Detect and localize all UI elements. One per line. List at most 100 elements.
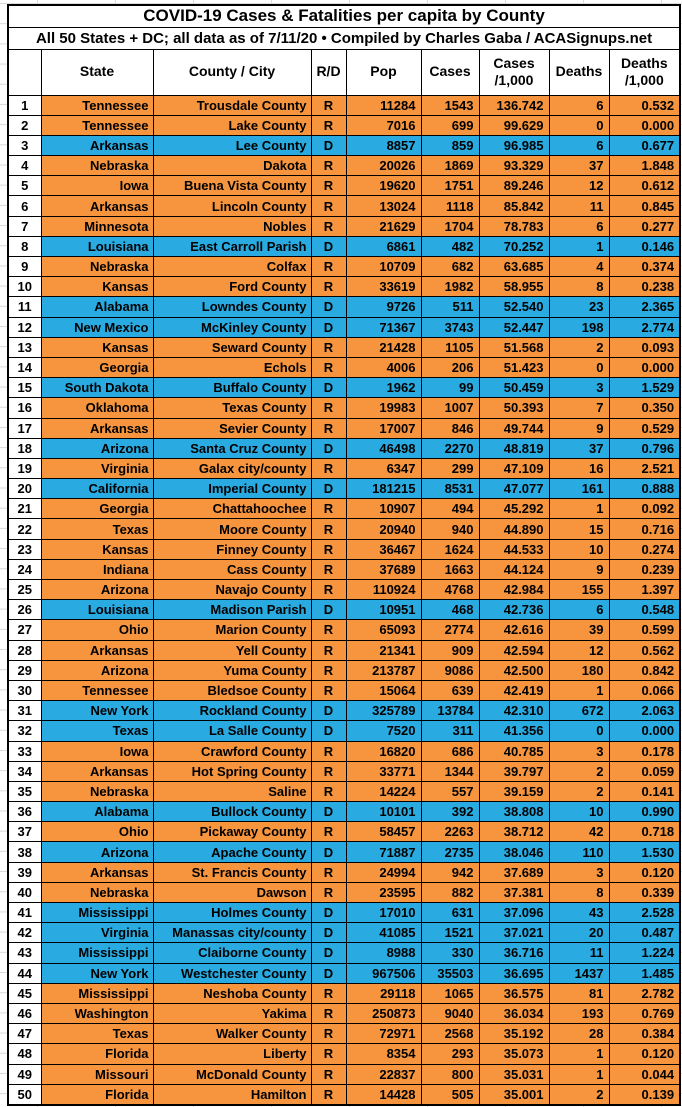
- cases-cell: 557: [420, 780, 480, 803]
- table-row: 41 Mississippi Holmes County D 17010 631…: [7, 901, 681, 924]
- party-cell: D: [310, 235, 347, 258]
- table-row: 46 Washington Yakima R 250873 9040 36.03…: [7, 1002, 681, 1025]
- cases-per-1000-cell: 37.021: [478, 922, 550, 944]
- deaths-cell: 1: [548, 1063, 610, 1085]
- deaths-cell: 39: [548, 619, 610, 641]
- cases-per-1000-cell: 38.712: [478, 821, 550, 843]
- table-row: 40 Nebraska Dawson R 23595 882 37.381 8 …: [7, 881, 681, 904]
- county-cell: Moore County: [152, 518, 312, 540]
- pop-cell: 15064: [345, 679, 422, 702]
- deaths-per-1000-cell: 1.848: [608, 155, 681, 177]
- deaths-per-1000-cell: 0.059: [608, 760, 681, 782]
- table-row: 49 Missouri McDonald County R 22837 800 …: [7, 1063, 681, 1085]
- deaths-per-1000-cell: 0.990: [608, 801, 681, 823]
- county-cell: La Salle County: [152, 720, 312, 742]
- party-cell: D: [310, 922, 347, 944]
- party-cell: R: [310, 760, 347, 782]
- deaths-per-1000-cell: 0.000: [608, 356, 681, 379]
- party-cell: R: [310, 175, 347, 197]
- covid-county-table: COVID-19 Cases & Fatalities per capita b…: [7, 4, 682, 1106]
- county-cell: Santa Cruz County: [152, 437, 312, 459]
- deaths-per-1000-cell: 0.000: [608, 720, 681, 742]
- deaths-cell: 23: [548, 296, 610, 318]
- table-row: 38 Arizona Apache County D 71887 2735 38…: [7, 841, 681, 863]
- party-cell: R: [310, 578, 347, 601]
- table-row: 28 Arkansas Yell County R 21341 909 42.5…: [7, 639, 681, 661]
- pop-cell: 23595: [345, 881, 422, 904]
- table-row: 24 Indiana Cass County R 37689 1663 44.1…: [7, 558, 681, 581]
- table-row: 21 Georgia Chattahoochee R 10907 494 45.…: [7, 498, 681, 520]
- deaths-per-1000-cell: 0.562: [608, 639, 681, 661]
- party-cell: D: [310, 942, 347, 964]
- deaths-per-1000-cell: 0.612: [608, 175, 681, 197]
- party-cell: D: [310, 841, 347, 863]
- table-row: 36 Alabama Bullock County D 10101 392 38…: [7, 801, 681, 823]
- state-cell: Georgia: [40, 498, 154, 520]
- party-cell: D: [310, 720, 347, 742]
- rank-cell: 24: [7, 558, 42, 581]
- pop-cell: 33619: [345, 276, 422, 298]
- table-row: 23 Kansas Finney County R 36467 1624 44.…: [7, 538, 681, 560]
- pop-cell: 16820: [345, 740, 422, 762]
- table-row: 18 Arizona Santa Cruz County D 46498 227…: [7, 437, 681, 459]
- party-cell: R: [310, 255, 347, 278]
- cases-cell: 940: [420, 518, 480, 540]
- pop-cell: 36467: [345, 538, 422, 560]
- state-cell: Texas: [40, 720, 154, 742]
- deaths-per-1000-cell: 0.000: [608, 114, 681, 136]
- deaths-per-1000-cell: 0.350: [608, 397, 681, 419]
- cases-cell: 293: [420, 1043, 480, 1065]
- pop-cell: 14224: [345, 780, 422, 803]
- pop-cell: 10907: [345, 498, 422, 520]
- cases-cell: 494: [420, 498, 480, 520]
- cases-per-1000-cell: 36.716: [478, 942, 550, 964]
- pop-cell: 22837: [345, 1063, 422, 1085]
- cases-cell: 482: [420, 235, 480, 258]
- deaths-per-1000-cell: 0.146: [608, 235, 681, 258]
- table-row: 34 Arkansas Hot Spring County R 33771 13…: [7, 760, 681, 782]
- deaths-cell: 4: [548, 255, 610, 278]
- deaths-cell: 11: [548, 195, 610, 217]
- deaths-cell: 2: [548, 780, 610, 803]
- party-cell: D: [310, 901, 347, 924]
- cases-per-1000-cell: 99.629: [478, 114, 550, 136]
- state-cell: Kansas: [40, 276, 154, 298]
- state-cell: South Dakota: [40, 377, 154, 399]
- county-cell: Yakima: [152, 1002, 312, 1025]
- cases-cell: 1982: [420, 276, 480, 298]
- state-cell: Virginia: [40, 922, 154, 944]
- table-row: 26 Louisiana Madison Parish D 10951 468 …: [7, 599, 681, 621]
- col-header-pop: Pop: [345, 48, 422, 96]
- county-cell: Trousdale County: [152, 94, 312, 116]
- rank-cell: 16: [7, 397, 42, 419]
- cases-cell: 1007: [420, 397, 480, 419]
- rank-cell: 9: [7, 255, 42, 278]
- deaths-cell: 8: [548, 276, 610, 298]
- party-cell: D: [310, 599, 347, 621]
- state-cell: Tennessee: [40, 114, 154, 136]
- party-cell: D: [310, 316, 347, 338]
- state-cell: Arkansas: [40, 861, 154, 883]
- party-cell: R: [310, 1063, 347, 1085]
- county-cell: Chattahoochee: [152, 498, 312, 520]
- deaths-per-1000-cell: 0.888: [608, 478, 681, 500]
- deaths-per-1000-cell: 2.774: [608, 316, 681, 338]
- cases-per-1000-cell: 38.046: [478, 841, 550, 863]
- state-cell: Oklahoma: [40, 397, 154, 419]
- table-row: 43 Mississippi Claiborne County D 8988 3…: [7, 942, 681, 964]
- cases-per-1000-cell: 89.246: [478, 175, 550, 197]
- cases-per-1000-cell: 36.695: [478, 962, 550, 984]
- rank-cell: 28: [7, 639, 42, 661]
- cases-cell: 846: [420, 417, 480, 439]
- deaths-cell: 3: [548, 740, 610, 762]
- party-cell: R: [310, 881, 347, 904]
- cases-cell: 1521: [420, 922, 480, 944]
- county-cell: Saline: [152, 780, 312, 803]
- col-header-state: State: [40, 48, 154, 96]
- cases-cell: 1869: [420, 155, 480, 177]
- rank-cell: 18: [7, 437, 42, 459]
- state-cell: Nebraska: [40, 155, 154, 177]
- rank-cell: 12: [7, 316, 42, 338]
- table-row: 11 Alabama Lowndes County D 9726 511 52.…: [7, 296, 681, 318]
- pop-cell: 250873: [345, 1002, 422, 1025]
